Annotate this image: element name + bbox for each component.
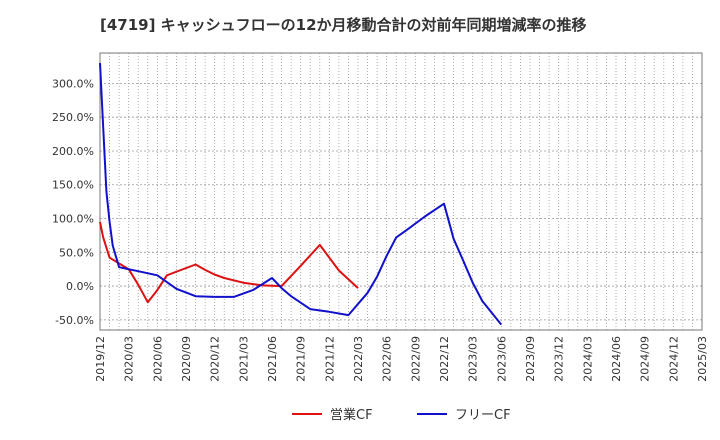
x-tick-label: 2023/06 [495,336,508,382]
x-tick-label: 2022/12 [438,336,451,382]
series-line-1 [99,63,503,326]
x-tick-label: 2023/03 [467,336,480,382]
x-tick-label: 2022/03 [352,336,365,382]
y-tick-label: 0.0% [66,280,94,293]
legend-label-1: フリーCF [455,408,511,423]
grid-layer [100,53,702,330]
y-tick-label: 200.0% [52,145,94,158]
y-tick-label: 150.0% [52,179,94,192]
x-tick-label: 2024/06 [610,336,623,382]
legend: 営業CF フリーCF [292,407,511,423]
x-tick-label: 2021/06 [266,336,279,382]
y-tick-label: -50.0% [55,314,94,327]
x-tick-label: 2025/03 [696,336,709,382]
plot-frame [99,52,703,331]
y-tick-labels: 300.0% 250.0% 200.0% 150.0% 100.0% 50.0% 0.0% -… [52,77,94,326]
x-tick-label: 2021/03 [237,336,250,382]
x-tick-label: 2022/09 [409,336,422,382]
x-tick-label: 2024/03 [581,336,594,382]
y-tick-label: 300.0% [52,77,94,90]
x-tick-label: 2021/09 [295,336,308,382]
y-tick-label: 50.0% [59,246,94,259]
x-tick-label: 2024/12 [667,336,680,382]
x-tick-label: 2022/06 [381,336,394,382]
y-tick-label: 250.0% [52,111,94,124]
x-tick-label: 2024/09 [639,336,652,382]
legend-label-0: 営業CF [330,407,373,423]
x-tick-label: 2020/06 [151,336,164,382]
x-tick-label: 2020/03 [123,336,136,382]
x-tick-label: 2020/09 [180,336,193,382]
x-tick-label: 2023/09 [524,336,537,382]
series-layer [99,63,503,326]
x-tick-labels: 2019/12 2020/03 2020/06 2020/09 2020/12 2021/… [94,336,709,382]
x-tick-label: 2020/12 [209,336,222,382]
chart-title: [4719] キャッシュフローの12か月移動合計の対前年同期増減率の推移 [100,16,587,34]
x-tick-label: 2021/12 [323,336,336,382]
x-tick-label: 2023/12 [553,336,566,382]
series-line-0 [99,221,359,304]
y-tick-label: 100.0% [52,213,94,226]
x-tick-label: 2019/12 [94,336,107,382]
